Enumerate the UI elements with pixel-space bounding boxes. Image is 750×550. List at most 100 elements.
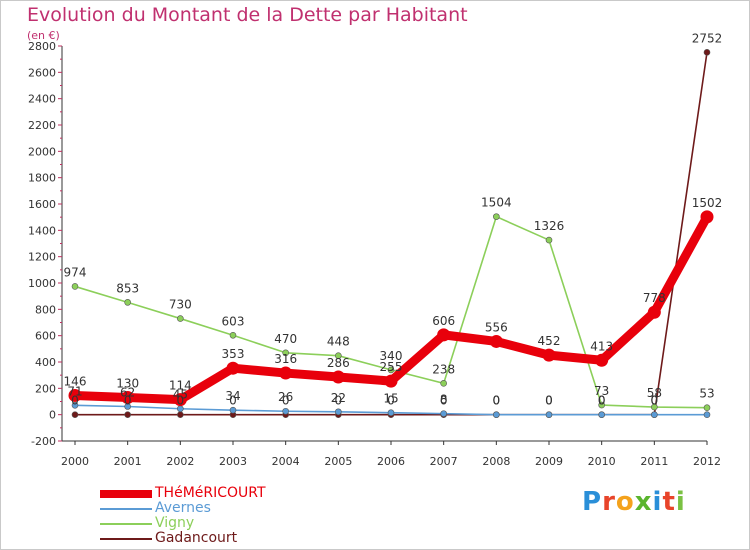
data-label: 0 (124, 394, 132, 408)
data-point (700, 210, 714, 224)
data-point (121, 391, 135, 405)
data-point (651, 411, 658, 418)
data-label: 0 (651, 394, 659, 408)
data-label: 15 (383, 392, 398, 406)
x-tick-label: 2007 (430, 455, 458, 468)
logo-letter: r (602, 487, 616, 517)
legend-swatch-themericourt (100, 490, 152, 498)
data-point (542, 348, 556, 362)
data-point (440, 380, 447, 387)
data-label: 0 (177, 394, 185, 408)
data-point (384, 374, 398, 388)
y-tick-label: 1800 (28, 172, 56, 185)
data-point (703, 411, 711, 418)
data-point (226, 361, 240, 375)
data-label: 1502 (692, 196, 723, 210)
legend-item-avernes: Avernes (100, 500, 340, 516)
data-label: 8 (440, 393, 448, 407)
data-label: 286 (327, 356, 350, 370)
data-label: 0 (651, 394, 659, 408)
legend-item-gadancourt: Gadancourt (100, 530, 340, 546)
y-tick-label: 1400 (28, 224, 56, 237)
data-point (335, 408, 342, 416)
chart-subtitle: (en €) (27, 29, 60, 42)
x-tick-label: 2003 (219, 455, 247, 468)
y-tick-label: 1200 (28, 251, 56, 264)
data-label: 470 (274, 332, 297, 346)
legend-swatch-avernes (100, 508, 152, 510)
data-label: 452 (538, 334, 561, 348)
data-point (437, 328, 451, 342)
logo-letter: o (615, 487, 635, 517)
y-tick-label: 2800 (28, 40, 56, 53)
x-tick-label: 2006 (377, 455, 405, 468)
legend-swatch-vigny (100, 523, 152, 525)
proxiti-logo: Proxiti (582, 487, 686, 517)
data-point (229, 406, 237, 414)
data-label: 0 (229, 394, 237, 408)
data-label: 1326 (534, 219, 565, 233)
data-point (68, 388, 82, 402)
data-label: 603 (222, 314, 245, 328)
y-tick-label: 200 (35, 382, 56, 395)
x-tick-label: 2000 (61, 455, 89, 468)
data-point (489, 334, 503, 348)
data-label: 0 (493, 394, 501, 408)
data-point (279, 366, 293, 380)
logo-letter: t (662, 487, 676, 517)
y-tick-label: 400 (35, 356, 56, 369)
data-point (282, 349, 289, 357)
y-tick-label: 1600 (28, 198, 56, 211)
logo-letter: P (582, 487, 603, 517)
chart-legend: THéMéRICOURT Avernes Vigny Gadancourt (100, 485, 340, 546)
data-label: 73 (594, 384, 609, 398)
data-point (177, 411, 184, 418)
data-point (493, 411, 500, 418)
data-point (651, 403, 658, 411)
data-point (71, 411, 79, 418)
x-tick-label: 2004 (272, 455, 300, 468)
data-label: 0 (282, 394, 290, 408)
data-label: 556 (485, 320, 508, 334)
logo-letter: i (652, 487, 663, 517)
data-label: 316 (274, 352, 297, 366)
y-tick-label: 800 (35, 303, 56, 316)
data-label: 146 (64, 374, 87, 388)
legend-label-gadancourt: Gadancourt (155, 530, 238, 546)
legend-item-vigny: Vigny (100, 515, 340, 531)
chart-title: Evolution du Montant de la Dette par Hab… (27, 4, 468, 26)
data-point (595, 353, 609, 367)
data-label: 0 (598, 394, 606, 408)
data-point (598, 401, 605, 409)
data-point (173, 393, 187, 407)
data-label: 0 (335, 394, 343, 408)
data-label: 853 (116, 281, 139, 295)
data-label: 255 (380, 360, 403, 374)
data-point (703, 404, 711, 411)
data-label: 778 (643, 291, 666, 305)
data-label: 0 (493, 394, 501, 408)
data-label: 45 (173, 388, 188, 402)
data-point (493, 213, 500, 220)
data-label: 114 (169, 379, 192, 393)
data-label: 340 (380, 349, 403, 363)
data-label: 448 (327, 335, 350, 349)
data-label: 353 (222, 347, 245, 361)
data-point (598, 411, 605, 418)
data-label: 730 (169, 298, 192, 312)
data-label: 71 (67, 384, 82, 398)
data-point (647, 305, 661, 319)
data-point (545, 411, 553, 418)
x-tick-label: 2002 (166, 455, 194, 468)
data-point (331, 370, 345, 384)
data-label: 22 (331, 391, 346, 405)
data-label: 238 (432, 362, 455, 376)
logo-letter: i (675, 487, 686, 517)
y-tick-label: 2600 (28, 66, 56, 79)
y-tick-label: 600 (35, 330, 56, 343)
data-point (545, 236, 553, 244)
data-point (703, 49, 711, 56)
data-point (71, 283, 79, 290)
legend-label-avernes: Avernes (155, 500, 211, 516)
data-label: 26 (278, 390, 293, 404)
